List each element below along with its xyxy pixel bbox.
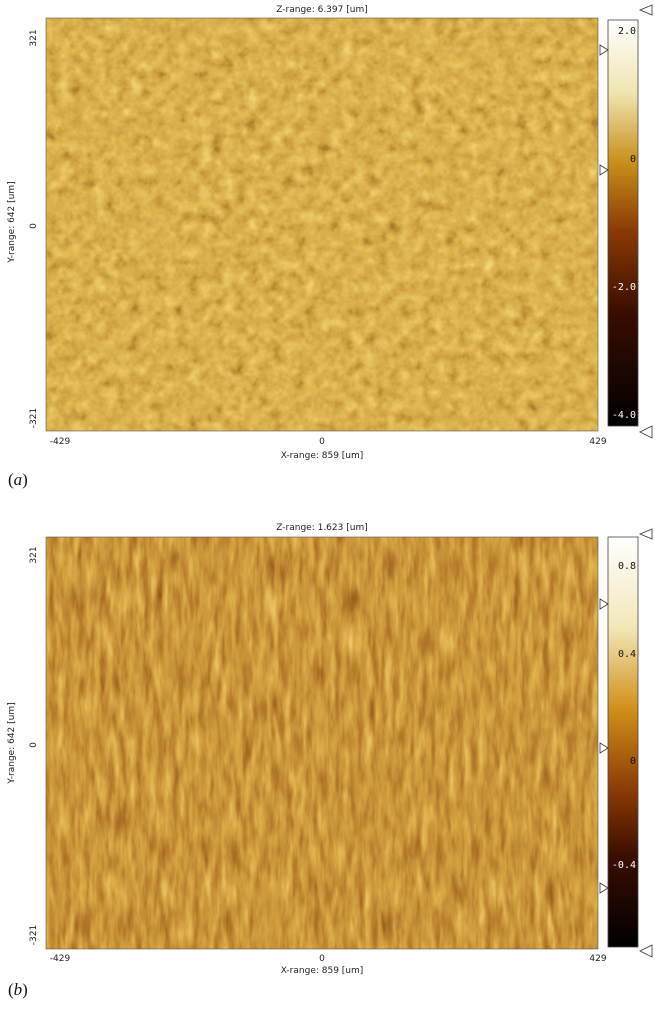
x-tick-label: -429 [50,954,71,964]
scale-tick-label: -4.0 [612,410,636,421]
scale-tick-label: 2.0 [618,26,636,37]
scale-tick-label: 0 [630,154,636,165]
scale-marker-icon [599,882,609,894]
y-tick-label: 321 [29,29,39,46]
y-range-label: Y-range: 642 [um] [7,181,17,263]
x-tick-label: 429 [589,437,606,447]
scale-marker-icon [638,4,653,16]
y-tick-label: 0 [29,742,39,748]
height-map-a [46,18,598,431]
z-range-label: Z-range: 6.397 [um] [276,5,367,15]
y-range-label: Y-range: 642 [um] [7,702,17,784]
x-range-label: X-range: 859 [um] [281,451,364,461]
afm-figure-a: Z-range: 6.397 [um] Y-range: 642 [um] X-… [7,4,653,461]
caption-b: (b) [8,980,28,999]
caption-a: (a) [8,470,28,489]
scale-marker-icon [599,44,609,56]
scale-tick-label: 0.4 [618,649,636,660]
scale-marker-icon [638,528,653,540]
z-range-label: Z-range: 1.623 [um] [276,523,367,533]
afm-panel-b: Z-range: 1.623 [um] Y-range: 642 [um] X-… [0,515,655,1010]
scale-marker-icon [599,742,609,754]
x-range-label: X-range: 859 [um] [281,966,364,976]
scale-tick-label: -2.0 [612,282,636,293]
y-tick-label: 321 [29,546,39,563]
y-tick-label: -321 [29,408,39,428]
afm-panel-a: Z-range: 6.397 [um] Y-range: 642 [um] X-… [0,0,655,500]
afm-figure-b: Z-range: 1.623 [um] Y-range: 642 [um] X-… [7,523,653,976]
color-scale-b [607,536,639,948]
y-tick-label: 0 [29,223,39,229]
x-tick-label: 0 [319,954,325,964]
x-tick-label: 0 [319,437,325,447]
scale-tick-label: 0 [630,756,636,767]
scale-tick-label: 0.8 [618,561,636,572]
scale-marker-icon [639,425,653,439]
scale-tick-label: -0.4 [612,860,636,871]
scale-marker-icon [599,164,609,176]
height-map-b [46,537,598,949]
y-tick-label: -321 [29,925,39,945]
x-tick-label: 429 [589,954,606,964]
scale-marker-icon [599,598,609,610]
scale-marker-icon [639,944,653,958]
color-scale-a [607,19,639,427]
x-tick-label: -429 [50,437,71,447]
